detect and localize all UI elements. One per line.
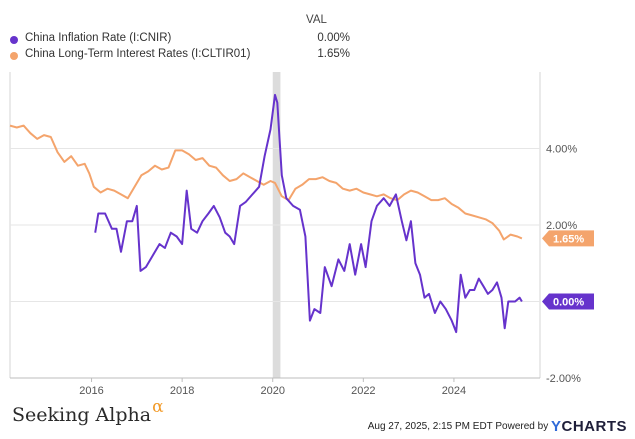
- series-line-1: [94, 93, 523, 334]
- series-line-0: [9, 124, 523, 241]
- end-value-label-0: 1.65%: [553, 233, 584, 245]
- end-value-tag-1: [542, 293, 594, 310]
- legend-value-header: VAL: [306, 14, 327, 26]
- y-tick-label-1: 2.00%: [546, 220, 577, 232]
- ycharts-logo-text: CHARTS: [561, 418, 627, 435]
- legend-label-inflation: China Inflation Rate (I:CNIR): [25, 32, 172, 44]
- footer-attribution: Aug 27, 2025, 2:15 PM EDT Powered by YCH…: [368, 418, 627, 435]
- x-tick-label-4: 2024: [442, 385, 466, 397]
- legend-item-interest[interactable]: China Long-Term Interest Rates (I:CLTIR0…: [10, 48, 350, 64]
- legend-item-inflation[interactable]: China Inflation Rate (I:CNIR) 0.00%: [10, 32, 350, 48]
- alpha-symbol: α: [152, 397, 164, 417]
- x-tick-label-3: 2022: [351, 385, 375, 397]
- legend-label-interest: China Long-Term Interest Rates (I:CLTIR0…: [25, 48, 251, 60]
- brand-name: Seeking Alpha: [12, 404, 152, 426]
- x-tick-label-0: 2016: [79, 385, 103, 397]
- end-value-label-1: 0.00%: [553, 297, 584, 309]
- timestamp: Aug 27, 2025, 2:15 PM EDT Powered by: [367, 421, 549, 432]
- ycharts-logo-y: Y: [550, 418, 562, 435]
- ycharts-logo: YCHARTS: [551, 418, 627, 435]
- y-tick-label-0: 4.00%: [546, 144, 577, 156]
- x-tick-label-2: 2020: [260, 385, 284, 397]
- legend-swatch-interest: [10, 52, 18, 60]
- y-tick-label-3: -2.00%: [546, 373, 581, 385]
- x-tick-label-1: 2018: [170, 385, 194, 397]
- seeking-alpha-logo: Seeking Alphaα: [12, 397, 164, 426]
- legend-value-inflation: 0.00%: [317, 32, 350, 44]
- end-value-tag-0: [542, 230, 594, 247]
- legend-swatch-inflation: [10, 36, 18, 44]
- legend-value-interest: 1.65%: [317, 48, 350, 60]
